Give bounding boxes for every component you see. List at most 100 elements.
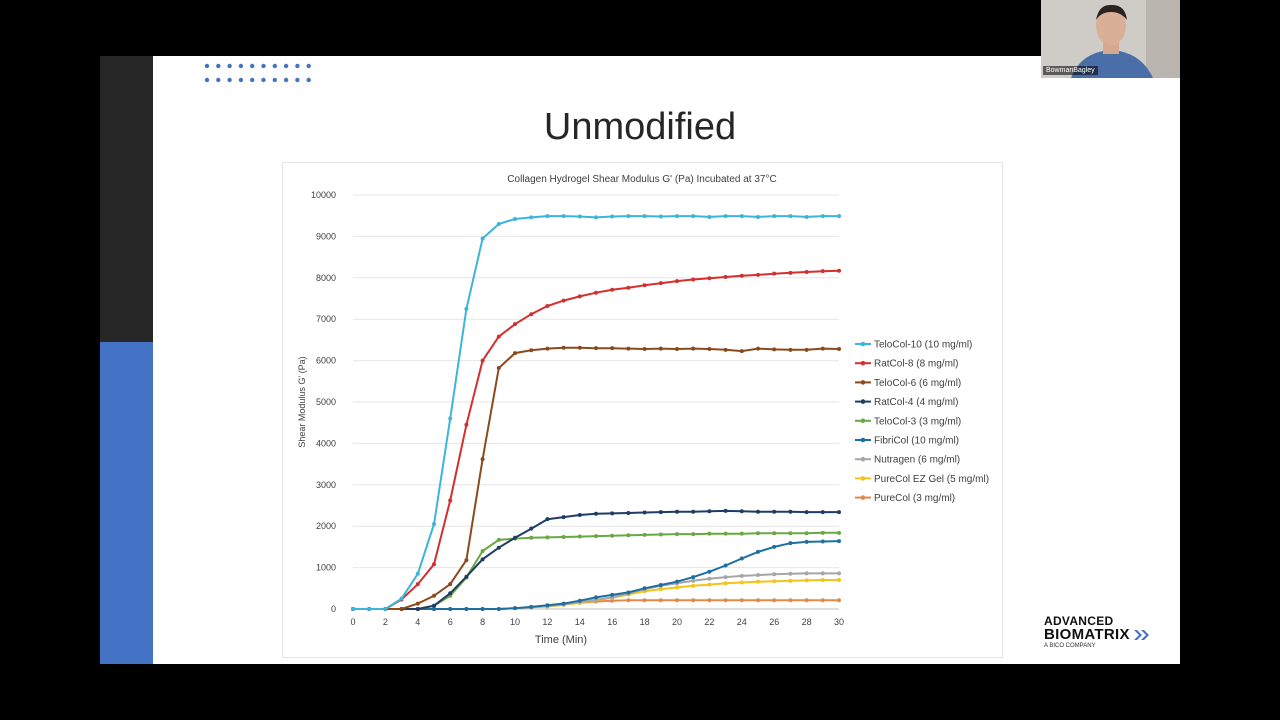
x-tick-label: 2 bbox=[383, 617, 388, 627]
data-point bbox=[739, 531, 744, 536]
legend-label: RatCol-8 (8 mg/ml) bbox=[874, 359, 958, 370]
data-point bbox=[610, 598, 615, 603]
data-point bbox=[545, 517, 550, 522]
data-point bbox=[496, 334, 501, 339]
data-point bbox=[513, 535, 517, 540]
legend-label: RatCol-4 (4 mg/ml) bbox=[874, 397, 958, 408]
legend-label: PureCol EZ Gel (5 mg/ml) bbox=[874, 474, 989, 485]
data-point bbox=[820, 346, 825, 351]
data-point bbox=[707, 531, 712, 536]
data-point bbox=[772, 509, 777, 514]
data-point bbox=[707, 576, 712, 581]
x-tick-label: 30 bbox=[834, 617, 844, 627]
data-point bbox=[610, 511, 615, 516]
data-point bbox=[561, 345, 566, 350]
data-point bbox=[594, 290, 598, 295]
data-point bbox=[788, 270, 793, 275]
company-logo: ADVANCED BIOMATRIX A BICO COMPANY bbox=[1044, 614, 1174, 654]
data-point bbox=[820, 578, 825, 583]
data-point bbox=[723, 581, 728, 586]
data-point bbox=[432, 562, 436, 567]
data-point bbox=[658, 598, 663, 603]
data-point bbox=[561, 214, 566, 219]
webcam-thumbnail[interactable]: BowmanBagley bbox=[1041, 0, 1180, 78]
data-point bbox=[626, 510, 631, 515]
data-point bbox=[496, 221, 501, 226]
data-point bbox=[626, 590, 631, 595]
data-point bbox=[351, 607, 355, 611]
data-point bbox=[675, 532, 679, 537]
decorative-dot bbox=[216, 63, 221, 69]
data-point bbox=[756, 346, 760, 351]
data-point bbox=[723, 214, 728, 219]
decorative-dots bbox=[204, 63, 311, 83]
data-point bbox=[739, 573, 744, 578]
legend-label: Nutragen (6 mg/ml) bbox=[874, 455, 960, 466]
data-point bbox=[691, 532, 696, 537]
data-point bbox=[496, 607, 501, 611]
data-point bbox=[837, 598, 841, 603]
data-point bbox=[804, 598, 809, 603]
data-point bbox=[545, 214, 550, 219]
data-point bbox=[658, 510, 663, 515]
series-line bbox=[353, 579, 839, 610]
data-point bbox=[642, 283, 647, 288]
participant-name: BowmanBagley bbox=[1043, 66, 1098, 75]
data-point bbox=[610, 592, 615, 597]
data-point bbox=[642, 532, 647, 537]
data-point bbox=[496, 537, 501, 542]
x-tick-label: 24 bbox=[737, 617, 747, 627]
series-line bbox=[353, 509, 839, 610]
x-tick-label: 0 bbox=[350, 617, 355, 627]
data-point bbox=[594, 511, 598, 516]
logo-line2: BIOMATRIX bbox=[1044, 626, 1130, 643]
logo-line1: ADVANCED bbox=[1044, 614, 1114, 628]
data-point bbox=[545, 603, 550, 608]
data-point bbox=[432, 607, 436, 611]
data-point bbox=[772, 347, 777, 352]
data-point bbox=[739, 273, 744, 278]
data-point bbox=[804, 539, 809, 544]
data-point bbox=[739, 598, 744, 603]
data-point bbox=[739, 349, 744, 354]
data-point bbox=[367, 607, 372, 611]
data-point bbox=[756, 531, 760, 536]
data-point bbox=[756, 509, 760, 514]
data-point bbox=[464, 422, 469, 427]
decorative-dot bbox=[250, 63, 255, 69]
data-point bbox=[820, 539, 825, 544]
data-point bbox=[480, 557, 485, 562]
data-point bbox=[448, 607, 453, 611]
legend-label: PureCol (3 mg/ml) bbox=[874, 493, 955, 504]
y-tick-label: 9000 bbox=[316, 231, 336, 241]
data-point bbox=[691, 277, 696, 282]
x-tick-label: 16 bbox=[607, 617, 617, 627]
x-tick-label: 26 bbox=[769, 617, 779, 627]
data-point bbox=[788, 578, 793, 583]
data-point bbox=[772, 544, 777, 549]
data-point bbox=[432, 593, 436, 598]
y-tick-label: 7000 bbox=[316, 314, 336, 324]
data-point bbox=[772, 598, 777, 603]
data-point bbox=[610, 287, 615, 292]
y-tick-label: 6000 bbox=[316, 356, 336, 366]
decorative-dot bbox=[204, 77, 210, 83]
data-point bbox=[529, 535, 534, 540]
x-tick-label: 10 bbox=[510, 617, 520, 627]
data-point bbox=[707, 276, 712, 281]
data-point bbox=[756, 549, 760, 554]
data-point bbox=[772, 579, 777, 584]
data-point bbox=[772, 271, 777, 276]
data-point bbox=[756, 272, 760, 277]
data-point bbox=[756, 214, 760, 219]
data-point bbox=[837, 214, 841, 219]
data-point bbox=[723, 347, 728, 352]
data-point bbox=[675, 279, 679, 284]
data-point bbox=[464, 607, 469, 611]
data-point bbox=[480, 236, 485, 241]
decorative-dot bbox=[250, 77, 255, 83]
data-point bbox=[820, 510, 825, 515]
data-point bbox=[561, 534, 566, 539]
x-tick-label: 18 bbox=[640, 617, 650, 627]
data-point bbox=[772, 531, 777, 536]
